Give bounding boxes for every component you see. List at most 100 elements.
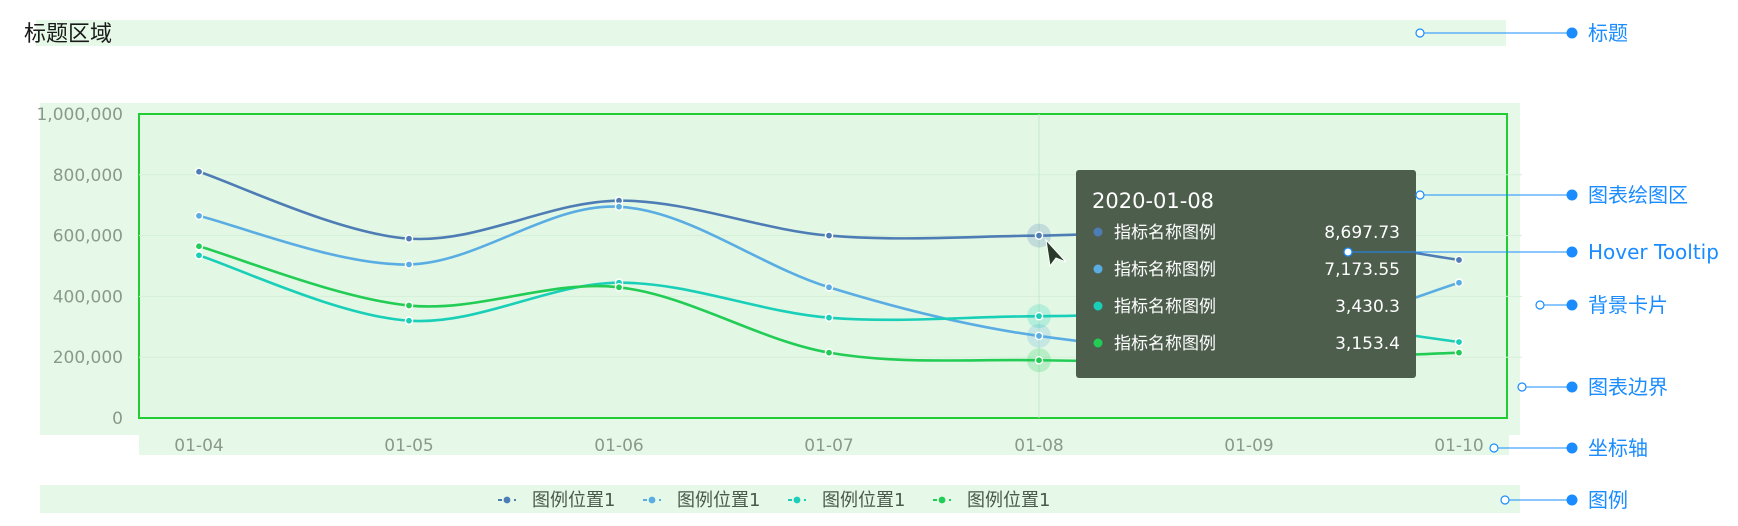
cursor-arrow-icon xyxy=(1045,238,1067,268)
annotation-label: 图表边界 xyxy=(1588,375,1668,399)
legend-item[interactable]: 图例位置1 xyxy=(643,490,760,511)
data-point[interactable] xyxy=(1034,231,1044,240)
legend-marker xyxy=(793,496,801,504)
chart-title: 标题区域 xyxy=(24,22,112,47)
callout-dot xyxy=(1566,381,1578,393)
callout-dot xyxy=(1566,27,1578,39)
x-axis-band xyxy=(139,435,1509,455)
data-point[interactable] xyxy=(1454,337,1464,347)
tooltip-value: 3,153.4 xyxy=(1335,334,1400,354)
data-point[interactable] xyxy=(1454,255,1464,265)
data-point[interactable] xyxy=(824,231,834,240)
data-point[interactable] xyxy=(194,167,204,177)
x-tick-label: 01-05 xyxy=(384,436,433,456)
legend: 图例位置1 图例位置1 图例位置1 图例位置1 xyxy=(498,490,1050,511)
y-tick-label: 1,000,000 xyxy=(36,105,123,125)
tooltip-value: 3,430.3 xyxy=(1335,297,1400,317)
data-point[interactable] xyxy=(404,234,414,243)
legend-bg xyxy=(40,485,1520,513)
callout-anchor xyxy=(1535,300,1545,310)
annotation-callout: 图表绘图区 xyxy=(1415,183,1688,207)
annotation-callout: 图表边界 xyxy=(1517,375,1668,399)
annotation-label: 坐标轴 xyxy=(1588,436,1648,460)
annotation-callout: 标题 xyxy=(1415,21,1628,45)
annotation-label: 图例 xyxy=(1588,488,1628,512)
y-axis: 0 200,000 400,000 600,000 800,000 1,000,000 xyxy=(36,105,123,429)
x-tick-label: 01-08 xyxy=(1014,436,1063,456)
callout-dot xyxy=(1566,494,1578,506)
title-area-bg xyxy=(36,20,1506,46)
tooltip-marker xyxy=(1093,338,1103,348)
callout-dot xyxy=(1566,442,1578,454)
legend-marker xyxy=(648,496,656,504)
x-tick-label: 01-09 xyxy=(1224,436,1273,456)
legend-label: 图例位置1 xyxy=(677,490,760,511)
tooltip-bg xyxy=(1076,170,1416,378)
data-point[interactable] xyxy=(824,282,834,292)
annotation-label: 图表绘图区 xyxy=(1588,183,1688,207)
x-axis: 01-04 01-05 01-06 01-07 01-08 01-09 01-10 xyxy=(174,436,1483,456)
tooltip-value: 8,697.73 xyxy=(1324,223,1400,243)
data-point[interactable] xyxy=(614,202,624,212)
callout-anchor xyxy=(1343,247,1353,257)
y-tick-label: 800,000 xyxy=(53,166,123,186)
tooltip-value: 7,173.55 xyxy=(1324,260,1400,280)
data-point[interactable] xyxy=(404,301,414,310)
hover-tooltip: 2020-01-08 指标名称图例 8,697.73 指标名称图例 7,173.55 指… xyxy=(1076,170,1416,378)
data-point[interactable] xyxy=(824,313,834,322)
tooltip-marker xyxy=(1093,264,1103,274)
tooltip-marker xyxy=(1093,301,1103,311)
legend-marker xyxy=(503,496,511,504)
data-point[interactable] xyxy=(404,260,414,269)
tooltip-date: 2020-01-08 xyxy=(1092,189,1214,213)
callout-anchor xyxy=(1415,190,1425,200)
data-point[interactable] xyxy=(194,211,204,221)
data-point[interactable] xyxy=(194,241,204,251)
annotation-callout: Hover Tooltip xyxy=(1343,240,1719,264)
tooltip-label: 指标名称图例 xyxy=(1114,297,1216,317)
tooltip-marker xyxy=(1093,227,1103,237)
legend-item[interactable]: 图例位置1 xyxy=(788,490,905,511)
callout-dot xyxy=(1566,299,1578,311)
y-tick-label: 400,000 xyxy=(53,287,123,307)
annotation-label: 背景卡片 xyxy=(1588,293,1668,317)
x-tick-label: 01-07 xyxy=(804,436,853,456)
data-point[interactable] xyxy=(824,348,834,357)
data-point[interactable] xyxy=(1034,355,1044,365)
x-tick-label: 01-10 xyxy=(1434,436,1483,456)
data-point[interactable] xyxy=(614,282,624,292)
x-tick-label: 01-04 xyxy=(174,436,223,456)
x-tick-label: 01-06 xyxy=(594,436,643,456)
y-tick-label: 200,000 xyxy=(53,348,123,368)
annotation-callout: 背景卡片 xyxy=(1535,293,1668,317)
legend-item[interactable]: 图例位置1 xyxy=(933,490,1050,511)
legend-label: 图例位置1 xyxy=(967,490,1050,511)
annotation-label: Hover Tooltip xyxy=(1588,240,1719,264)
legend-label: 图例位置1 xyxy=(822,490,905,511)
annotation-label: 标题 xyxy=(1588,21,1628,45)
callout-dot xyxy=(1566,189,1578,201)
annotation-callout: 图例 xyxy=(1500,488,1628,512)
legend-item[interactable]: 图例位置1 xyxy=(498,490,615,511)
callout-anchor xyxy=(1500,495,1510,505)
annotation-callout: 坐标轴 xyxy=(1489,436,1648,460)
callout-anchor xyxy=(1489,443,1499,453)
callout-anchor xyxy=(1415,28,1425,38)
y-tick-label: 600,000 xyxy=(53,227,123,247)
callout-anchor xyxy=(1517,382,1527,392)
y-tick-label: 0 xyxy=(112,409,123,429)
data-point[interactable] xyxy=(404,316,414,326)
data-point[interactable] xyxy=(194,251,204,260)
callout-dot xyxy=(1566,246,1578,258)
data-point[interactable] xyxy=(1454,348,1464,357)
data-point[interactable] xyxy=(1034,311,1044,321)
tooltip-label: 指标名称图例 xyxy=(1114,260,1216,280)
tooltip-label: 指标名称图例 xyxy=(1114,334,1216,354)
data-point[interactable] xyxy=(1454,278,1464,288)
legend-label: 图例位置1 xyxy=(532,490,615,511)
legend-marker xyxy=(938,496,946,504)
tooltip-label: 指标名称图例 xyxy=(1114,223,1216,243)
data-point[interactable] xyxy=(1034,331,1044,341)
